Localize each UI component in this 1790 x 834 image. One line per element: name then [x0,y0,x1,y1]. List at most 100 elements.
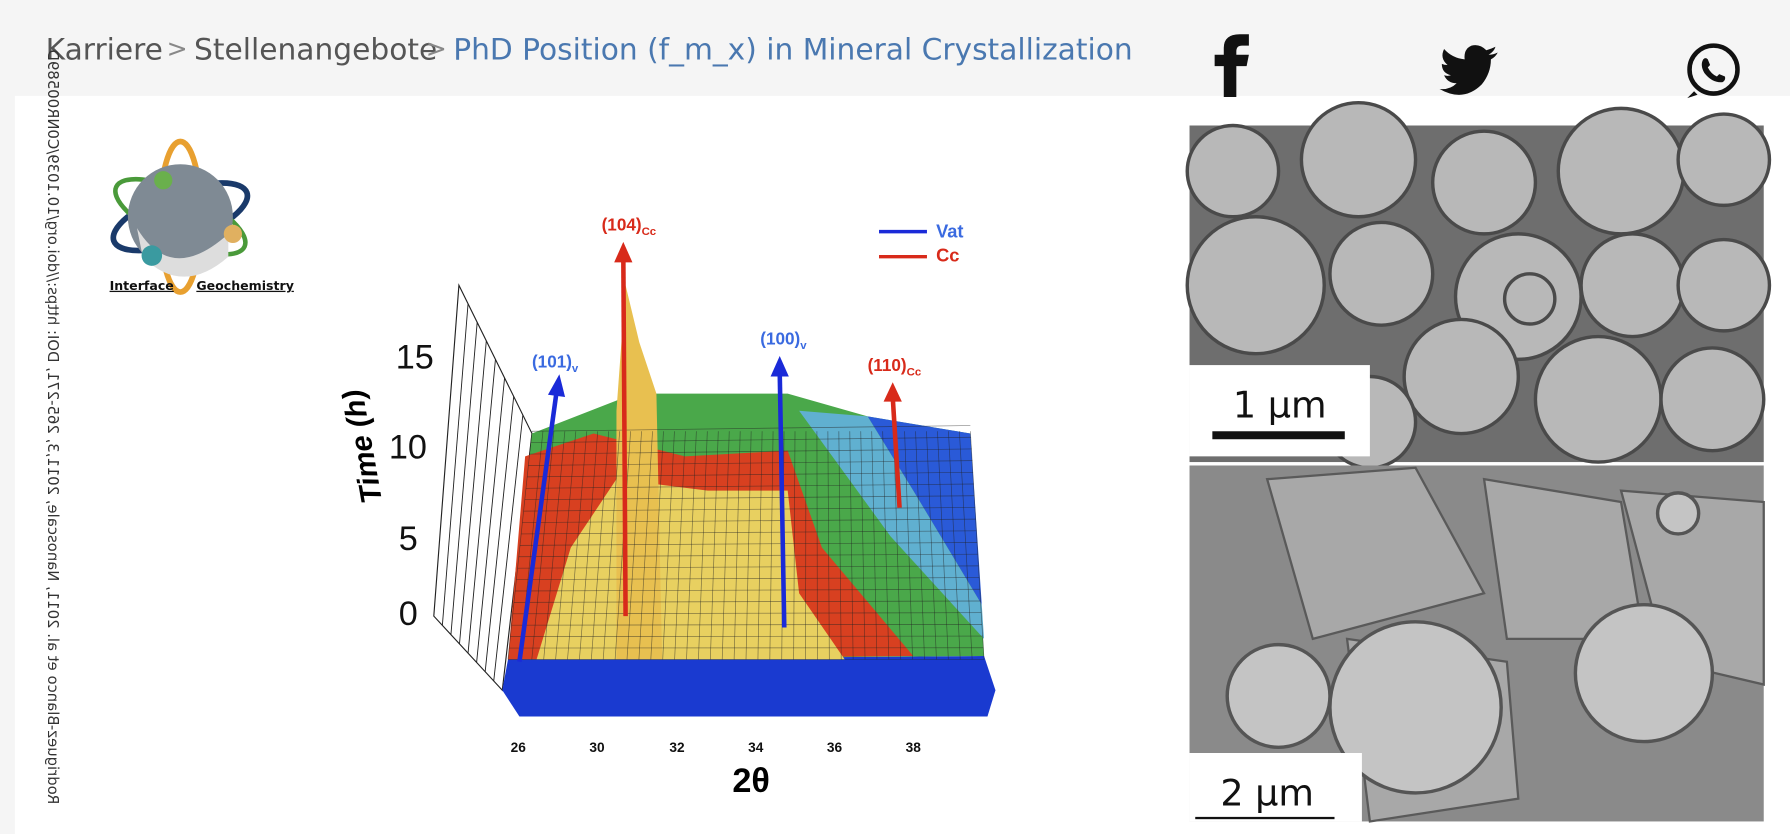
mesh-line [757,431,763,660]
mesh-line [523,507,976,512]
surface-base [502,656,996,717]
mesh-line [650,431,664,660]
mesh-line [521,530,977,535]
sem-particle [1299,100,1418,219]
peak-label-sub: Cc [907,366,922,378]
mesh-line [567,431,588,660]
twitter-glyph [1439,45,1498,95]
logo-text: Interface [110,278,174,293]
sem-particle [1225,642,1332,750]
peak-label-main: (110) [868,356,907,375]
mesh-line [602,431,620,660]
mesh-line [531,425,971,432]
mesh-line [518,553,978,558]
scale-box [1189,365,1370,457]
arrow [890,396,902,508]
mesh-line [926,431,937,660]
mesh-line [948,431,961,660]
y-tick-label: 15 [396,339,434,377]
wall-line [484,396,515,672]
mesh-line [510,635,983,637]
breadcrumb-separator: > [167,34,188,63]
sem-particle [1533,334,1663,464]
legend-label: Cc [936,244,959,265]
whatsapp-ring [1687,43,1740,96]
mesh-line [733,431,741,660]
mesh-line [849,431,854,660]
breadcrumb-separator: > [426,34,447,63]
scale-bar [1195,816,1335,820]
sem-particle [1655,491,1701,536]
x-tick-label: 26 [511,740,527,755]
breadcrumb-link[interactable]: Stellenangebote [194,31,437,66]
x-tick-label: 38 [906,740,922,755]
mesh-line [512,612,982,615]
wall-line [450,322,478,635]
sem-particle [1430,129,1538,236]
sem-particle [1185,123,1281,219]
scale-label: 2 µm [1220,771,1314,814]
whatsapp-tail [1687,91,1698,99]
sem-particle [1573,602,1715,744]
mesh-line [871,431,878,660]
sem-particle [1328,620,1503,795]
mesh-line [959,431,973,660]
mesh-line [513,600,981,603]
mesh-line [590,431,610,660]
arrowhead [770,355,789,377]
arrow [777,370,787,628]
sem-particle [1402,317,1521,436]
mesh-line [882,431,890,660]
twitter-icon[interactable] [1439,45,1498,95]
sem-image-top: 1 µm [1185,100,1772,470]
sem-image-bottom: 2 µm [1189,465,1765,823]
wall-line [493,414,524,682]
arrow [621,253,628,617]
mesh-line [626,431,642,660]
mesh-line [686,431,697,660]
mesh-line [579,431,599,660]
whatsapp-icon[interactable] [1687,43,1740,99]
peak-label-sub: v [572,363,579,375]
x-axis-label: 2θ [732,762,770,800]
wall-line [441,303,469,626]
y-tick-label: 0 [399,595,418,633]
sem-particle [1502,272,1557,326]
sem-crystal [1265,466,1486,641]
scale-bar [1212,431,1345,440]
mesh-line [662,431,675,660]
mesh-line [698,431,708,660]
mesh-line [816,431,818,660]
logo-dot [154,171,173,190]
logo-dot [223,224,243,244]
mesh-line [860,431,866,660]
sem-particle [1579,232,1686,339]
mesh-line [709,431,719,660]
citation: Rodriguez-Blanco et al. 2011, Nanoscale,… [44,49,61,804]
mesh-line [638,431,653,660]
mesh-line [893,431,902,660]
sem-particle [1676,237,1772,333]
peak-label: (104)Cc [602,215,657,238]
arrowhead [883,382,902,402]
arrowhead [547,374,566,398]
x-tick-label: 30 [589,740,605,755]
xrd-plot: (104)Cc (101)v (100)v (110)Cc Vat Cc 15 … [337,215,996,800]
y-tick-label: 10 [389,429,427,467]
whatsapp-phone [1701,58,1726,83]
x-tick-label: 34 [748,740,764,755]
breadcrumb-link[interactable]: Karriere [46,31,163,66]
logo: Interface Geochemistry [110,138,294,295]
mesh-line [515,588,980,592]
mesh-line [517,565,979,569]
peak-label-sub: Cc [642,226,657,238]
scale-label: 1 µm [1233,384,1327,427]
facebook-icon[interactable] [1214,34,1249,97]
mesh-line [769,431,774,660]
mesh-line [516,577,980,580]
arrow [517,387,560,663]
mesh-line [530,436,972,444]
mesh-line [519,542,978,546]
mesh-line [915,431,925,660]
